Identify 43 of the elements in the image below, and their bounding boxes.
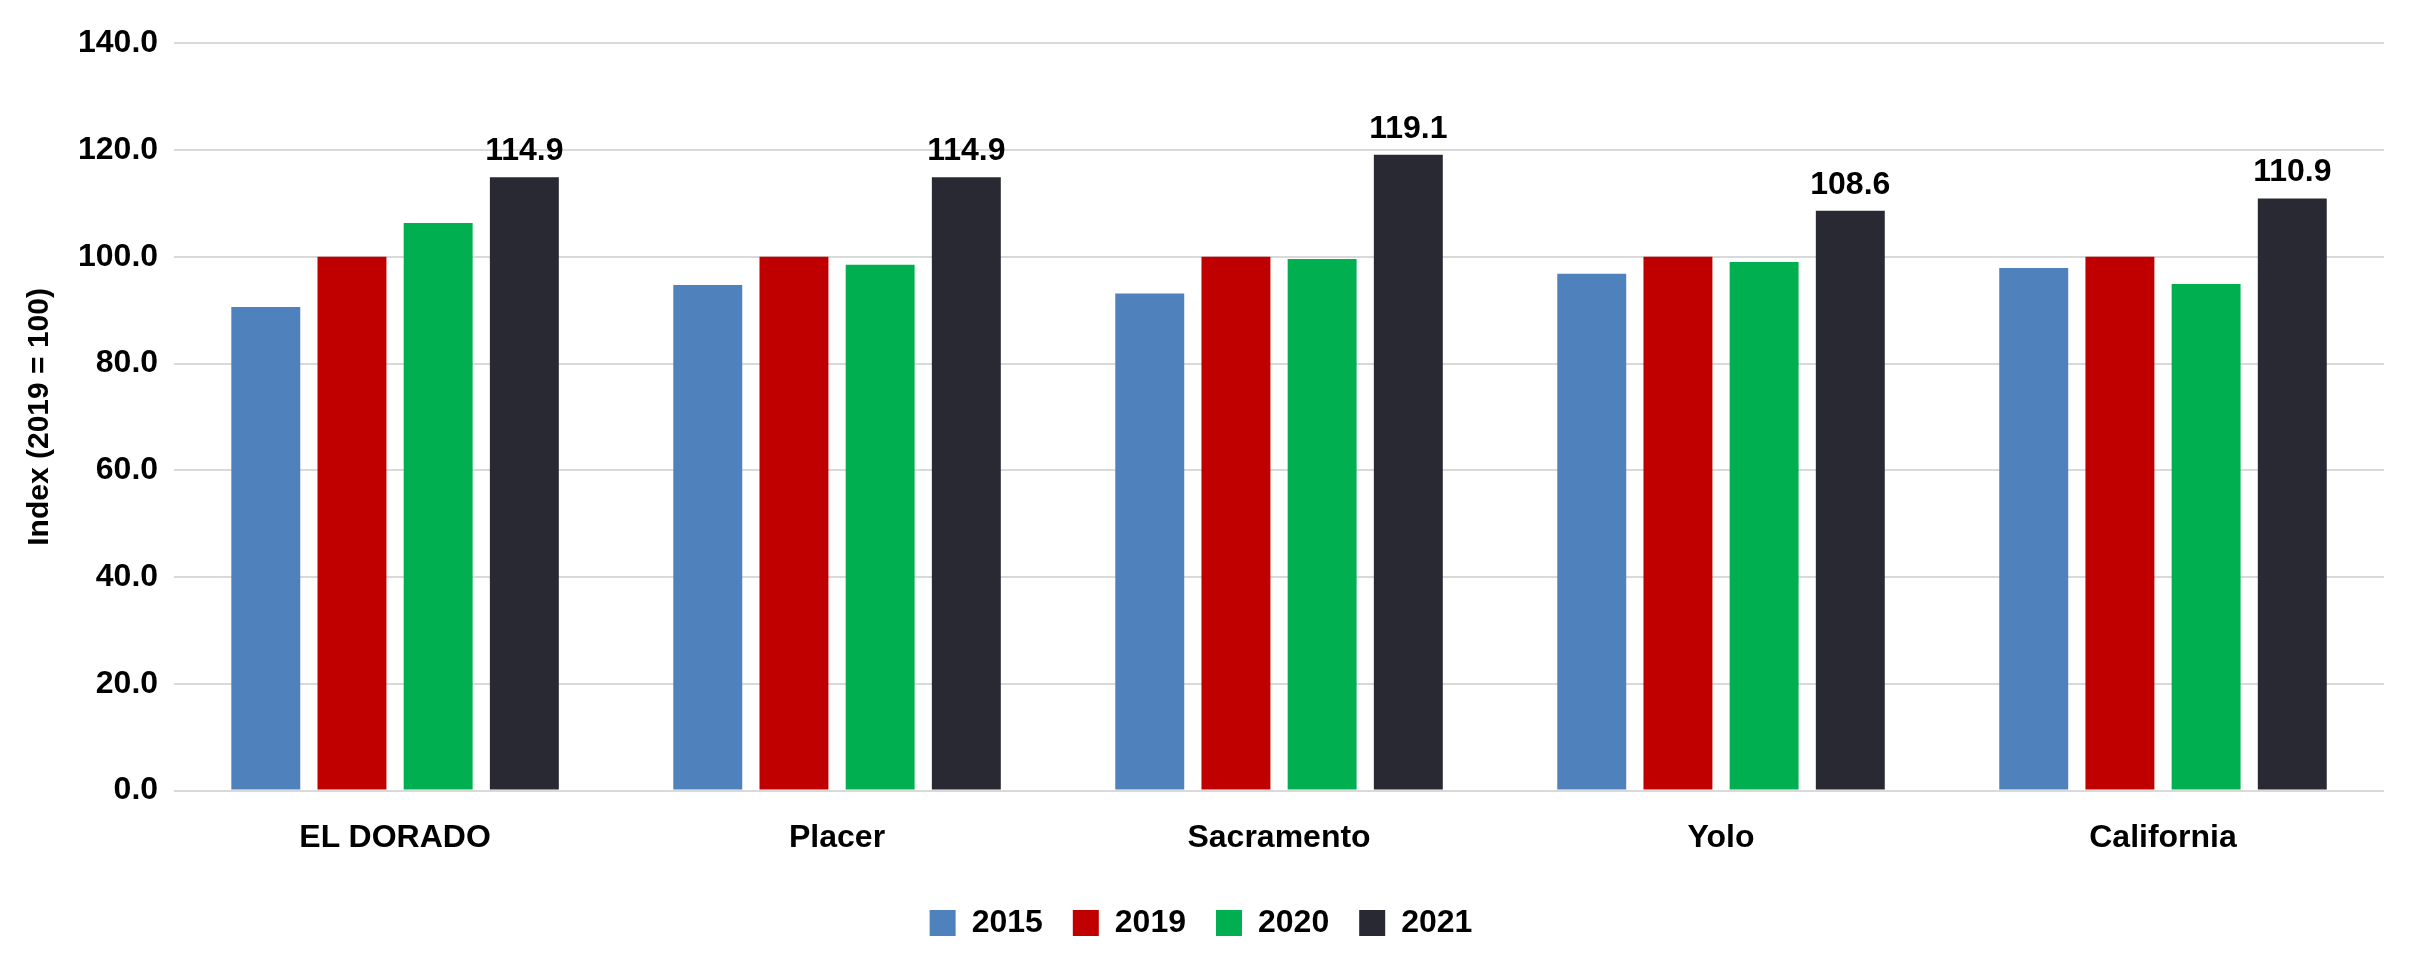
bar [1287,258,1357,790]
x-tick-label: Yolo [1687,817,1755,854]
legend-label: 2021 [1401,902,1473,939]
bar [403,223,473,790]
data-label: 114.9 [927,131,1006,168]
bar [1557,273,1627,790]
bar [1373,154,1443,790]
bar [1201,256,1271,790]
bar [2257,198,2327,790]
legend-label: 2015 [971,902,1043,939]
bar [2171,283,2241,790]
y-tick-label: 140.0 [78,23,159,60]
y-tick-label: 0.0 [113,770,159,807]
y-tick-label: 40.0 [95,556,159,593]
bar [931,177,1001,790]
x-tick-label: California [2089,817,2237,854]
legend-label: 2020 [1258,902,1330,939]
bar [673,285,743,790]
x-tick-label: EL DORADO [299,817,491,854]
y-tick-label: 100.0 [78,236,159,273]
y-tick-label: 20.0 [95,663,159,700]
bar [759,256,829,790]
y-tick-label: 120.0 [78,129,159,166]
bar [1729,262,1799,790]
bar [1999,267,2069,790]
bar [1815,210,1885,790]
bar [845,264,915,790]
bar [1643,256,1713,790]
x-tick-label: Sacramento [1187,817,1371,854]
x-tick-label: Placer [789,817,886,854]
data-label: 114.9 [485,131,564,168]
y-tick-label: 60.0 [95,450,159,487]
bar [231,306,301,790]
legend-label: 2019 [1114,902,1186,939]
bar [1115,293,1185,790]
y-tick-label: 80.0 [95,343,159,380]
data-label: 110.9 [2253,152,2332,189]
data-label: 119.1 [1369,108,1448,145]
data-label: 108.6 [1810,164,1891,201]
y-axis-title: Index (2019 = 100) [21,288,55,546]
bar [317,256,387,790]
bar [2085,256,2155,790]
bar [489,177,559,790]
